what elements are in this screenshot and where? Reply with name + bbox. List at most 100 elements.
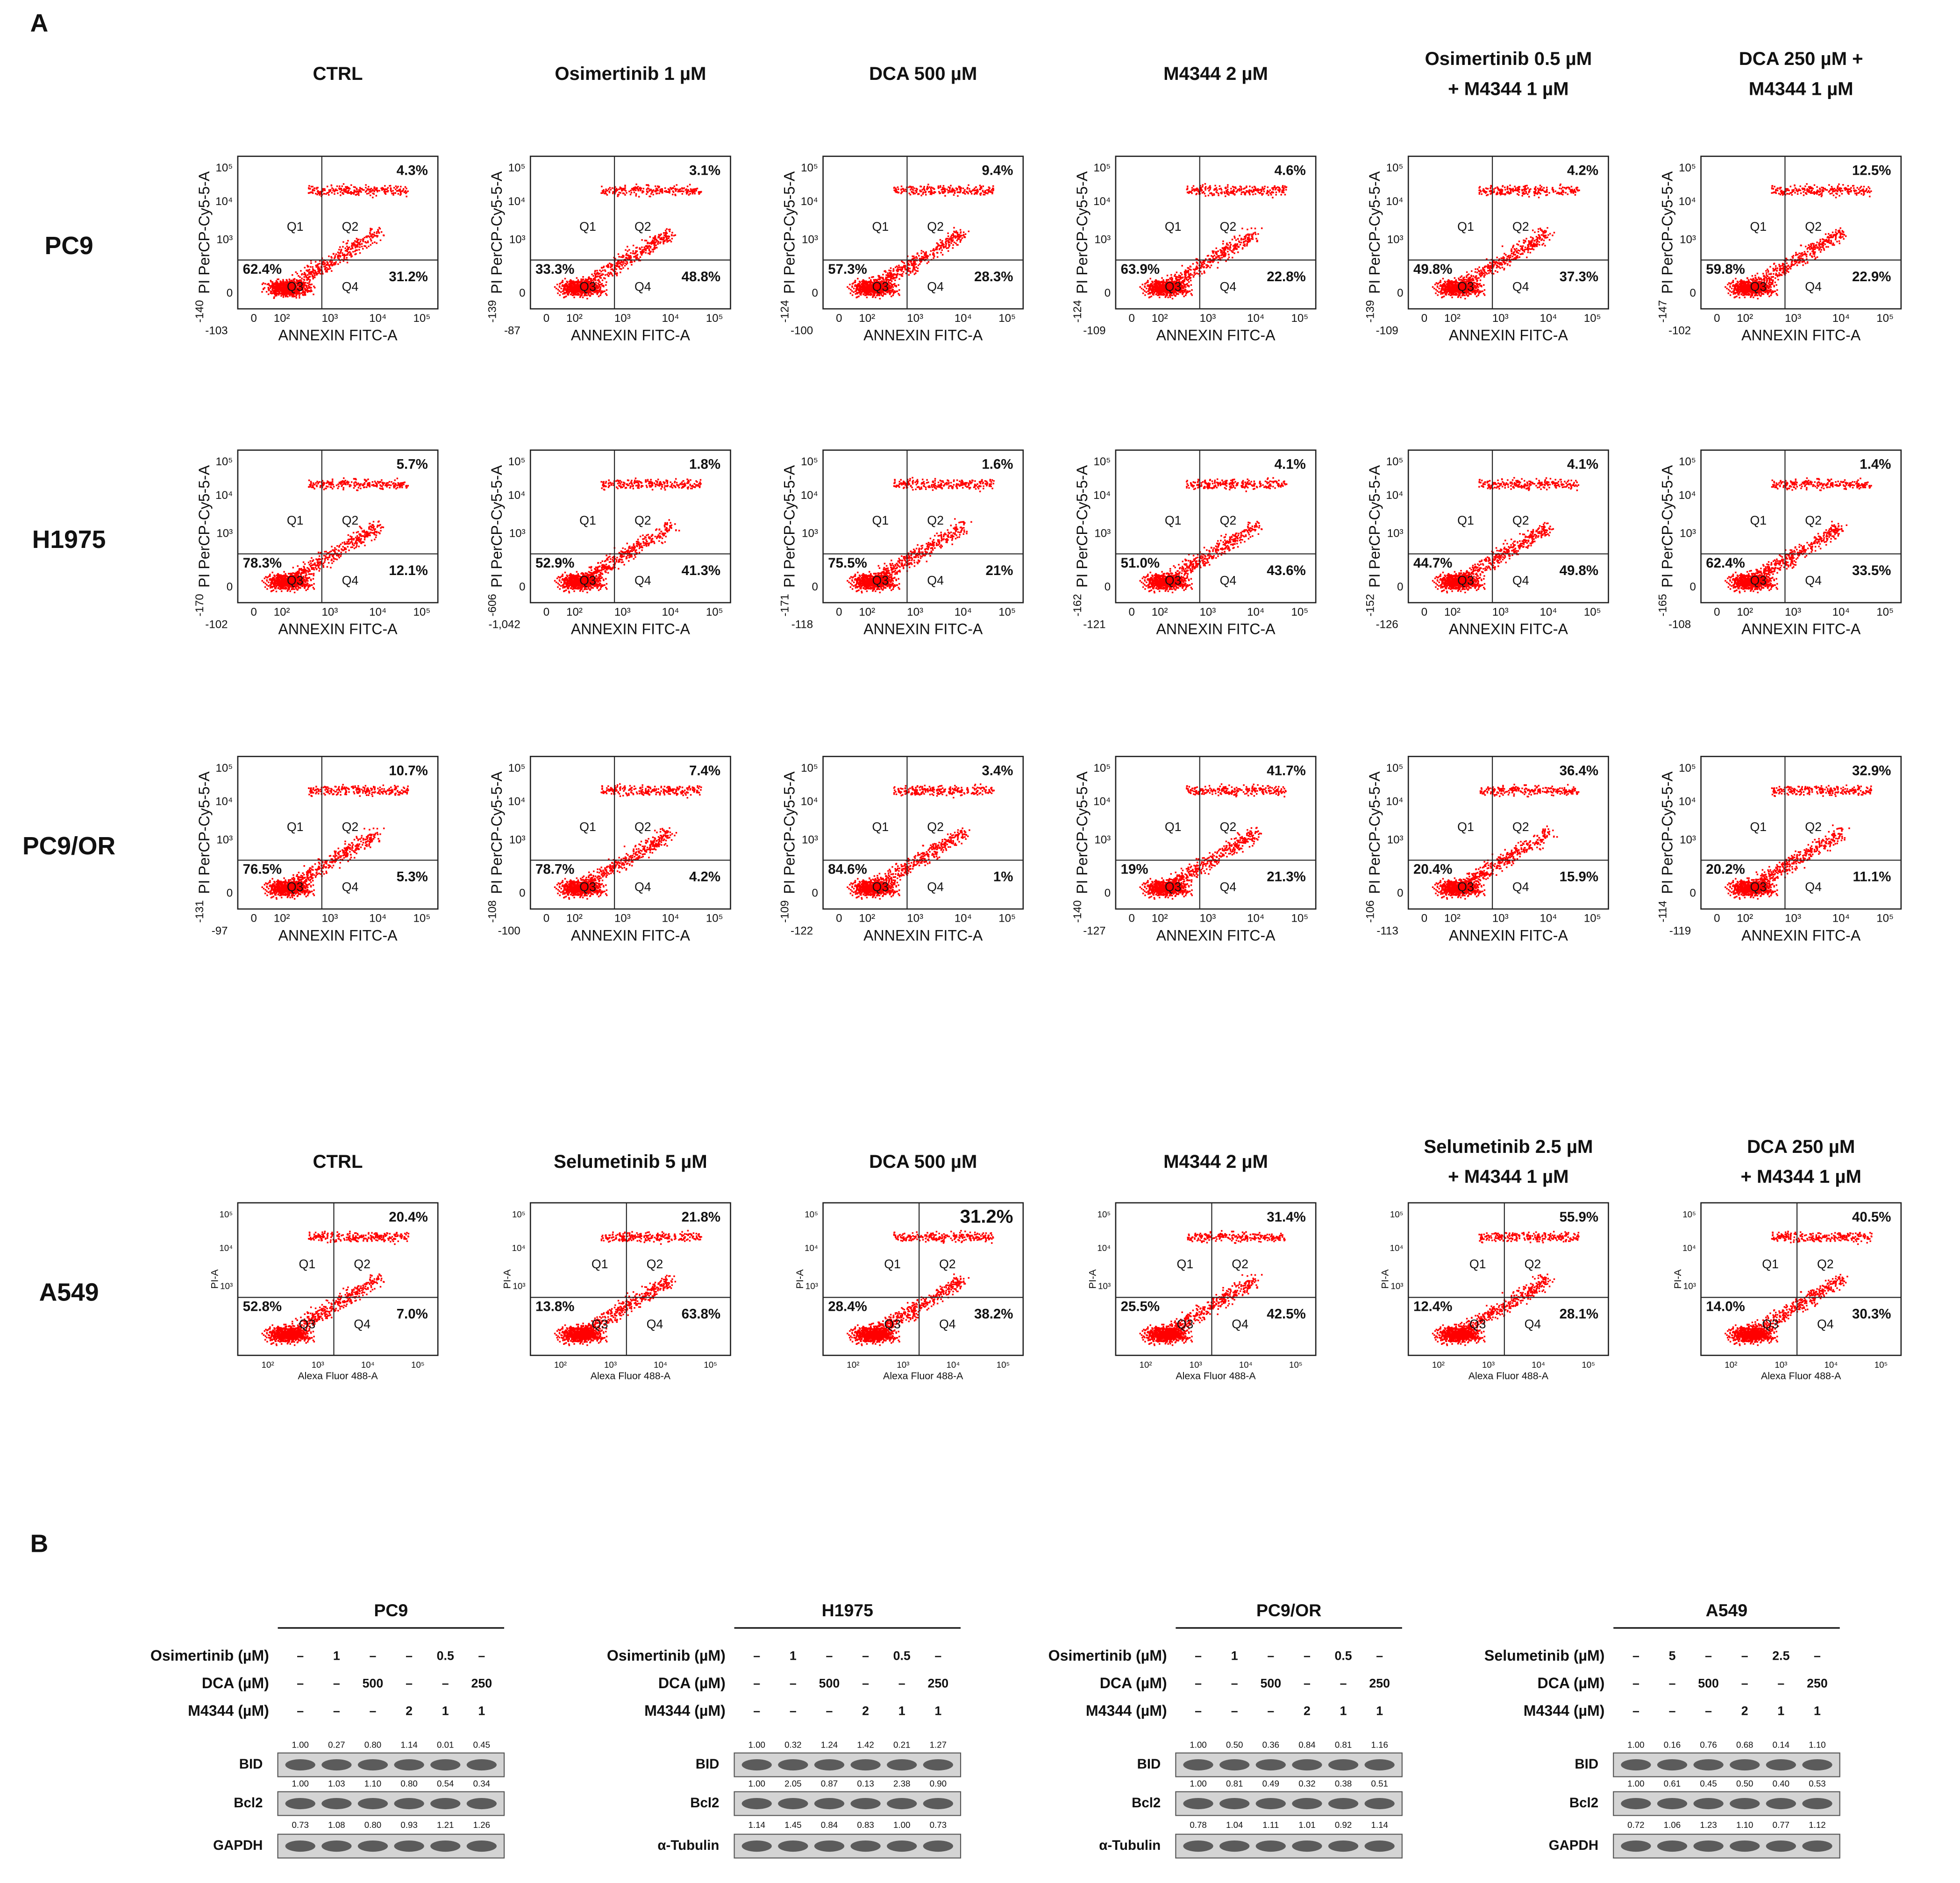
quadrant-label: Q1 [1165, 220, 1182, 234]
treatment-dose: – [1705, 1704, 1712, 1718]
band [1766, 1798, 1796, 1810]
quadrant-label: Q2 [1232, 1257, 1248, 1271]
x-tick-label: 10⁴ [1247, 606, 1264, 618]
quadrant-label: Q1 [579, 513, 596, 527]
x-tick-label: 10⁵ [411, 1360, 425, 1370]
quadrant-label: Q3 [1750, 880, 1767, 894]
band-quant: 0.36 [1262, 1740, 1279, 1750]
quadrant-label: Q4 [1805, 280, 1822, 294]
percent-q2: 1.4% [1860, 456, 1891, 472]
quadrant-label: Q2 [1220, 820, 1237, 834]
treatment-dose: – [1195, 1649, 1202, 1663]
x-tick-label: 10³ [1775, 1360, 1787, 1370]
quadrant-label: Q3 [579, 880, 596, 894]
quadrant-label: Q3 [884, 1317, 901, 1331]
treatment-dose: 1 [333, 1649, 340, 1663]
x-min-label: -97 [212, 924, 228, 937]
treatment-dose: 2 [862, 1704, 869, 1718]
y-tick-label: 10³ [1387, 234, 1404, 246]
band [1255, 1759, 1286, 1771]
treatment-dose: 1 [1340, 1704, 1347, 1718]
y-axis-label: PI PerCP-Cy5-5-A [196, 465, 213, 588]
quadrant-label: Q2 [634, 513, 651, 527]
x-tick-label: 10⁵ [998, 606, 1016, 618]
x-tick-label: 10⁵ [706, 312, 723, 325]
plot-frame [1407, 449, 1609, 604]
band-quant: 1.10 [364, 1778, 381, 1788]
blot-strip [1175, 1752, 1403, 1777]
band-quant: 0.84 [1298, 1740, 1315, 1750]
band-quant: 0.13 [857, 1778, 874, 1788]
band [1255, 1798, 1286, 1810]
quadrant-label: Q2 [927, 513, 944, 527]
quadrant-label: Q4 [342, 280, 359, 294]
band-label: α-Tubulin [1099, 1838, 1161, 1853]
percent-q4: 28.1% [1560, 1307, 1598, 1322]
x-tick-label: 10² [1444, 312, 1461, 325]
x-min-label: -109 [1083, 325, 1105, 337]
x-tick-label: 10² [566, 912, 583, 925]
x-min-label: -127 [1083, 924, 1105, 937]
cell-events [1725, 183, 1872, 300]
quadrant-label: Q4 [1805, 574, 1822, 588]
band [1183, 1840, 1213, 1852]
x-tick-label: 10² [1725, 1360, 1737, 1370]
panel-label: A [30, 10, 49, 37]
cell-events [261, 783, 409, 900]
y-min-label: -140 [1071, 900, 1084, 923]
y-tick-label: 10³ [1390, 1281, 1403, 1291]
percent-q3: 28.4% [828, 1299, 867, 1315]
quadrant-label: Q4 [927, 280, 944, 294]
x-axis-label: ANNEXIN FITC-A [1741, 621, 1861, 638]
quadrant-label: Q4 [647, 1317, 663, 1331]
x-tick-label: 10⁵ [1876, 912, 1894, 925]
percent-q2: 1.8% [689, 456, 720, 472]
y-tick-label: 10⁴ [1386, 796, 1403, 808]
x-tick-label: 0 [1714, 912, 1720, 925]
cell-events [554, 183, 702, 300]
treatment-dose: – [406, 1676, 413, 1690]
y-tick-label: 10⁵ [1390, 1209, 1404, 1219]
percent-q3: 14.0% [1706, 1299, 1745, 1315]
x-tick-label: 10⁴ [369, 912, 386, 925]
quadrant-label: Q3 [579, 574, 596, 588]
treatment-label: DCA (µM) [658, 1675, 726, 1691]
band-quant: 0.84 [821, 1820, 838, 1830]
band [394, 1840, 424, 1852]
percent-q3: 13.8% [535, 1299, 574, 1315]
band-label: Bcl2 [234, 1795, 263, 1811]
band-quant: 1.00 [1190, 1740, 1206, 1750]
band [1364, 1759, 1395, 1771]
quadrant-label: Q1 [579, 220, 596, 234]
treatment-dose: 250 [1369, 1676, 1390, 1690]
quadrant-label: Q2 [1805, 820, 1822, 834]
x-axis-label: ANNEXIN FITC-A [863, 621, 983, 638]
band-quant: 1.10 [1736, 1820, 1753, 1830]
percent-q3: 12.4% [1413, 1299, 1452, 1315]
x-min-label: -103 [205, 325, 228, 337]
condition-title: M4344 2 µM [1163, 1151, 1268, 1172]
y-tick-label: 10⁴ [1093, 796, 1111, 808]
x-tick-label: 0 [836, 312, 842, 325]
quadrant-label: Q2 [647, 1257, 663, 1271]
treatment-dose: – [442, 1676, 449, 1690]
percent-q3: 49.8% [1413, 262, 1452, 277]
quadrant-label: Q3 [1177, 1317, 1194, 1331]
y-axis-label: PI-A [794, 1269, 805, 1289]
x-tick-label: 10³ [614, 912, 631, 925]
x-tick-label: 10³ [1200, 606, 1216, 618]
x-tick-label: 10⁵ [1584, 312, 1601, 325]
y-tick-label: 10⁴ [1093, 489, 1111, 502]
y-tick-label: 10⁵ [215, 455, 233, 468]
x-axis-label: ANNEXIN FITC-A [278, 327, 398, 343]
treatment-dose: – [297, 1676, 304, 1690]
x-axis-label: Alexa Fluor 488-A [1761, 1371, 1841, 1382]
y-tick-label: 0 [519, 287, 525, 299]
quadrant-label: Q1 [287, 513, 304, 527]
plot-frame [1700, 449, 1902, 604]
quadrant-label: Q3 [1762, 1317, 1779, 1331]
cell-line-label: PC9 [45, 232, 93, 260]
condition-title: DCA 500 µM [869, 63, 977, 84]
x-axis-label: Alexa Fluor 488-A [1176, 1371, 1256, 1382]
x-tick-label: 10² [554, 1360, 567, 1370]
